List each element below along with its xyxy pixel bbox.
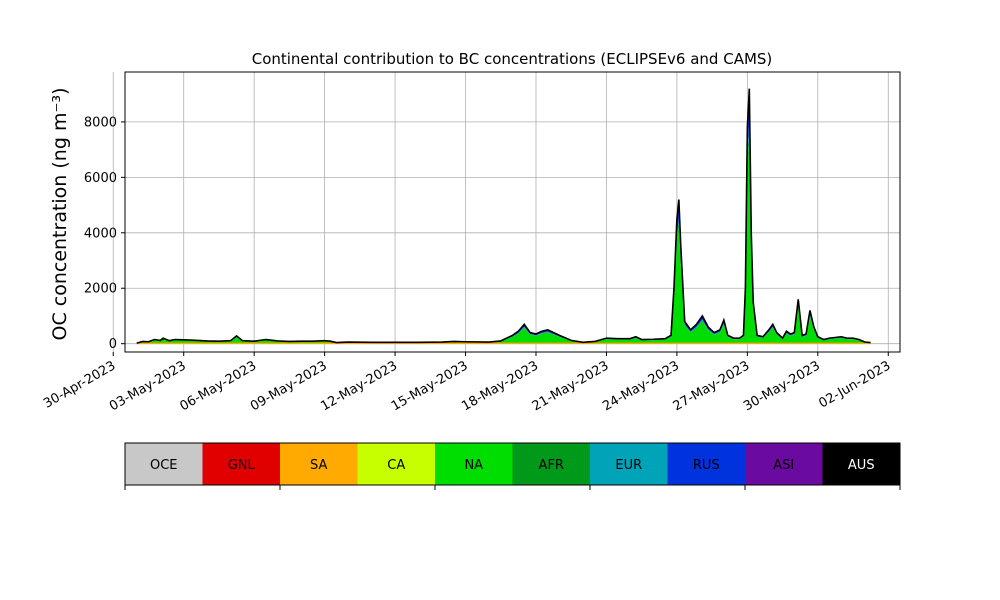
y-tick-label: 8000 <box>84 115 117 130</box>
legend-swatch-gnl <box>202 443 280 485</box>
chart-title: Continental contribution to BC concentra… <box>252 50 773 68</box>
y-tick-label: 2000 <box>84 282 117 297</box>
legend-swatch-sa <box>280 443 358 485</box>
legend-swatch-oce <box>125 443 203 485</box>
legend-label-ca: CA <box>387 458 405 473</box>
legend-label-eur: EUR <box>615 458 642 473</box>
legend-swatch-aus <box>822 443 900 485</box>
legend-label-oce: OCE <box>150 458 178 473</box>
y-axis-label: OC concentration (ng m⁻³) <box>49 87 71 340</box>
legend-label-sa: SA <box>310 458 327 473</box>
stacked-areas <box>136 88 871 345</box>
legend-swatch-eur <box>590 443 668 485</box>
plot-frame <box>124 71 901 353</box>
legend-label-na: NA <box>464 458 483 473</box>
legend-swatch-ca <box>357 443 435 485</box>
legend-frame <box>124 442 901 486</box>
legend-swatch-asi <box>745 443 823 485</box>
area-na <box>136 139 871 344</box>
legend-swatch-afr <box>512 443 590 485</box>
y-tick-label: 0 <box>109 337 117 352</box>
legend: OCE GNL SA CA NA AFR EUR RUS ASI AUS <box>124 442 901 490</box>
legend-label-aus: AUS <box>848 458 875 473</box>
legend-swatch-rus <box>667 443 745 485</box>
y-tick-label: 4000 <box>84 226 117 241</box>
legend-swatch-na <box>435 443 513 485</box>
y-tick-label: 6000 <box>84 171 117 186</box>
total-outline <box>136 88 871 344</box>
legend-label-gnl: GNL <box>228 458 256 473</box>
legend-label-asi: ASI <box>773 458 794 473</box>
legend-label-rus: RUS <box>693 458 720 473</box>
legend-label-afr: AFR <box>539 458 564 473</box>
